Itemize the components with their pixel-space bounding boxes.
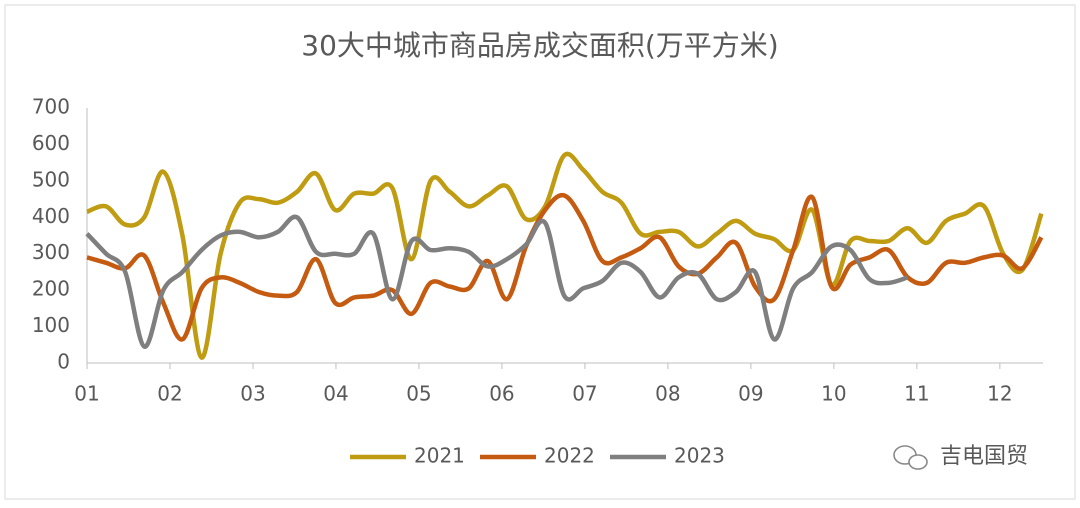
source-badge: 吉电国贸 [893, 444, 1028, 470]
x-tick-label: 05 [406, 382, 431, 406]
x-tick-label: 03 [240, 382, 265, 406]
source-label: 吉电国贸 [940, 444, 1028, 469]
series-line [85, 214, 909, 349]
x-tick-label: 07 [572, 382, 597, 406]
x-tick-label: 11 [904, 382, 929, 406]
y-tick-label: 300 [32, 240, 70, 264]
icon [908, 454, 928, 470]
x-tick-label: 09 [738, 382, 763, 406]
legend-label: 2022 [544, 444, 595, 468]
x-tick-label: 08 [655, 382, 680, 406]
y-tick-label: 100 [32, 313, 70, 337]
legend-label: 2021 [414, 444, 465, 468]
y-tick-label: 500 [32, 167, 70, 191]
y-tick-label: 700 [32, 95, 70, 119]
series-line [86, 192, 1044, 342]
y-tick-label: 400 [32, 204, 70, 228]
chart-border [4, 4, 1076, 500]
legend-label: 2023 [674, 444, 725, 468]
y-tick-label: 600 [32, 131, 70, 155]
x-tick-label: 01 [74, 382, 99, 406]
x-tick-label: 12 [987, 382, 1012, 406]
y-tick-label: 200 [32, 277, 70, 301]
series-line [86, 151, 1044, 360]
x-tick-label: 04 [323, 382, 348, 406]
y-tick-label: 0 [57, 350, 70, 374]
x-tick-label: 10 [821, 382, 846, 406]
x-tick-label: 06 [489, 382, 514, 406]
x-tick-label: 02 [157, 382, 182, 406]
chart-title: 30大中城市商品房成交面积(万平方米) [301, 29, 778, 62]
